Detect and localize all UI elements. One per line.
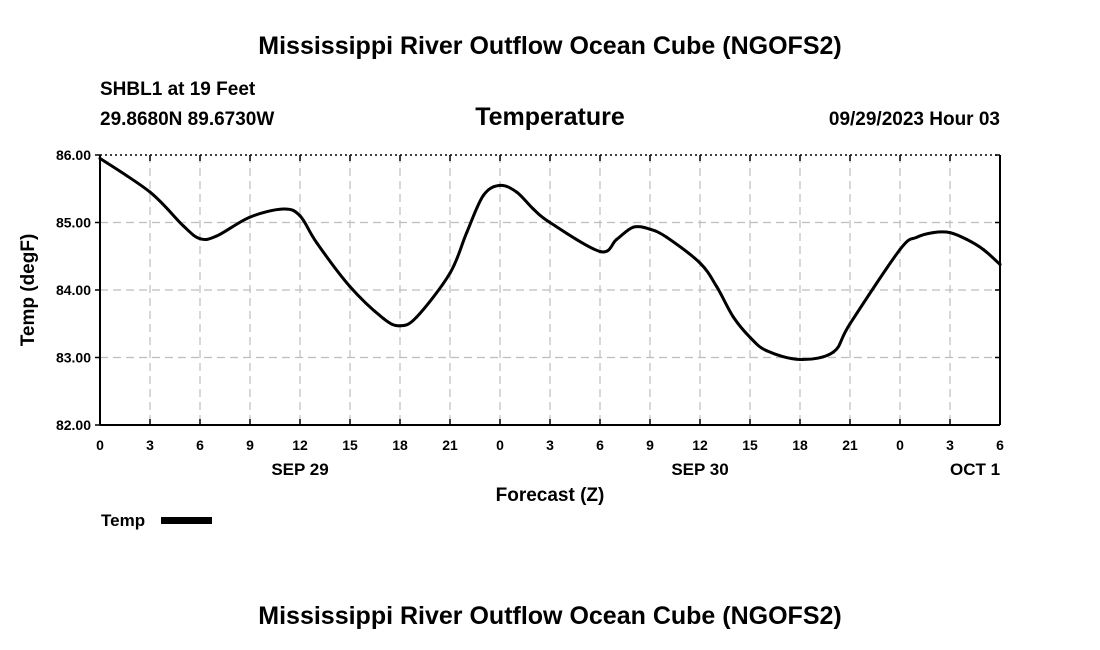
day-label: SEP 30 — [671, 460, 728, 479]
temp-data-point — [148, 190, 152, 194]
x-tick-label: 6 — [996, 437, 1004, 453]
coordinates-label: 29.8680N 89.6730W — [100, 109, 274, 130]
temp-data-point — [798, 358, 802, 361]
x-tick-label: 21 — [442, 437, 458, 453]
day-label: SEP 29 — [271, 460, 328, 479]
x-tick-label: 0 — [96, 437, 104, 453]
temp-data-point — [898, 248, 902, 251]
temp-data-point — [831, 350, 835, 354]
temp-data-point — [348, 285, 352, 289]
y-tick-label: 83.00 — [56, 350, 91, 366]
temp-data-point — [731, 315, 735, 319]
x-tick-label: 18 — [792, 437, 808, 453]
temp-data-point — [315, 241, 319, 245]
main-title: Mississippi River Outflow Ocean Cube (NG… — [258, 32, 841, 60]
legend-label: Temp — [101, 511, 145, 530]
x-tick-label: 3 — [946, 437, 954, 453]
temp-data-point — [698, 261, 702, 265]
x-tick-label: 6 — [596, 437, 604, 453]
temp-data-point — [765, 349, 769, 353]
temp-data-point — [631, 225, 635, 229]
temp-data-point — [381, 316, 385, 320]
temp-data-point — [98, 156, 102, 160]
y-axis-label: Temp (degF) — [18, 234, 39, 347]
temp-data-point — [181, 224, 185, 228]
temp-data-point — [965, 237, 969, 241]
day-label: OCT 1 — [950, 460, 1000, 479]
y-tick-label: 82.00 — [56, 417, 91, 433]
temp-data-point — [748, 335, 752, 339]
temp-data-point — [548, 221, 552, 224]
y-tick-label: 84.00 — [56, 282, 91, 298]
x-tick-label: 6 — [196, 437, 204, 453]
temp-data-point — [648, 227, 652, 231]
temp-data-point — [198, 237, 202, 241]
x-tick-label: 9 — [246, 437, 254, 453]
temp-data-point — [598, 250, 602, 253]
temp-data-point — [715, 285, 719, 289]
axes: 82.00 83.00 84.00 85.00 86.00 0 3 6 9 12 15 18 21 0 3 6… — [56, 147, 1004, 479]
forecast-date-label: 09/29/2023 Hour 03 — [829, 109, 1000, 130]
temp-data-point — [981, 248, 985, 251]
grid-lines — [100, 155, 1000, 425]
series-layer — [98, 156, 1002, 362]
temp-data-point — [481, 194, 485, 197]
temp-data-point — [415, 315, 419, 319]
temp-data-point — [531, 207, 535, 211]
y-tick-label: 85.00 — [56, 215, 91, 231]
temp-data-point — [398, 324, 402, 328]
temp-data-point — [215, 234, 219, 238]
x-tick-label: 15 — [742, 437, 758, 453]
x-tick-label: 3 — [546, 437, 554, 453]
x-tick-label: 9 — [646, 437, 654, 453]
temp-data-point — [248, 215, 252, 219]
x-tick-label: 15 — [342, 437, 358, 453]
station-label: SHBL1 at 19 Feet — [100, 79, 256, 100]
x-tick-label: 12 — [692, 437, 708, 453]
x-tick-label: 0 — [896, 437, 904, 453]
temp-data-point — [848, 322, 852, 326]
chart-title: Temperature — [475, 103, 625, 131]
footer-title: Mississippi River Outflow Ocean Cube (NG… — [258, 602, 841, 630]
temp-data-point — [615, 237, 619, 241]
temp-data-point — [998, 262, 1002, 266]
temp-data-point — [465, 231, 469, 235]
legend-swatch — [161, 517, 212, 524]
temp-data-point — [915, 235, 919, 239]
temp-data-point — [665, 235, 669, 239]
temp-data-point — [931, 231, 935, 235]
x-tick-label: 3 — [146, 437, 154, 453]
temp-data-point — [298, 214, 302, 218]
temp-data-point — [515, 190, 519, 194]
x-tick-label: 0 — [496, 437, 504, 453]
x-axis-label: Forecast (Z) — [496, 485, 605, 506]
temp-data-point — [948, 231, 952, 235]
temp-series-line — [98, 156, 1002, 362]
temp-data-point — [448, 271, 452, 275]
temp-data-point — [498, 183, 502, 187]
x-tick-label: 12 — [292, 437, 308, 453]
y-tick-label: 86.00 — [56, 147, 91, 163]
temp-data-point — [281, 207, 285, 211]
x-tick-label: 21 — [842, 437, 858, 453]
x-tick-label: 18 — [392, 437, 408, 453]
